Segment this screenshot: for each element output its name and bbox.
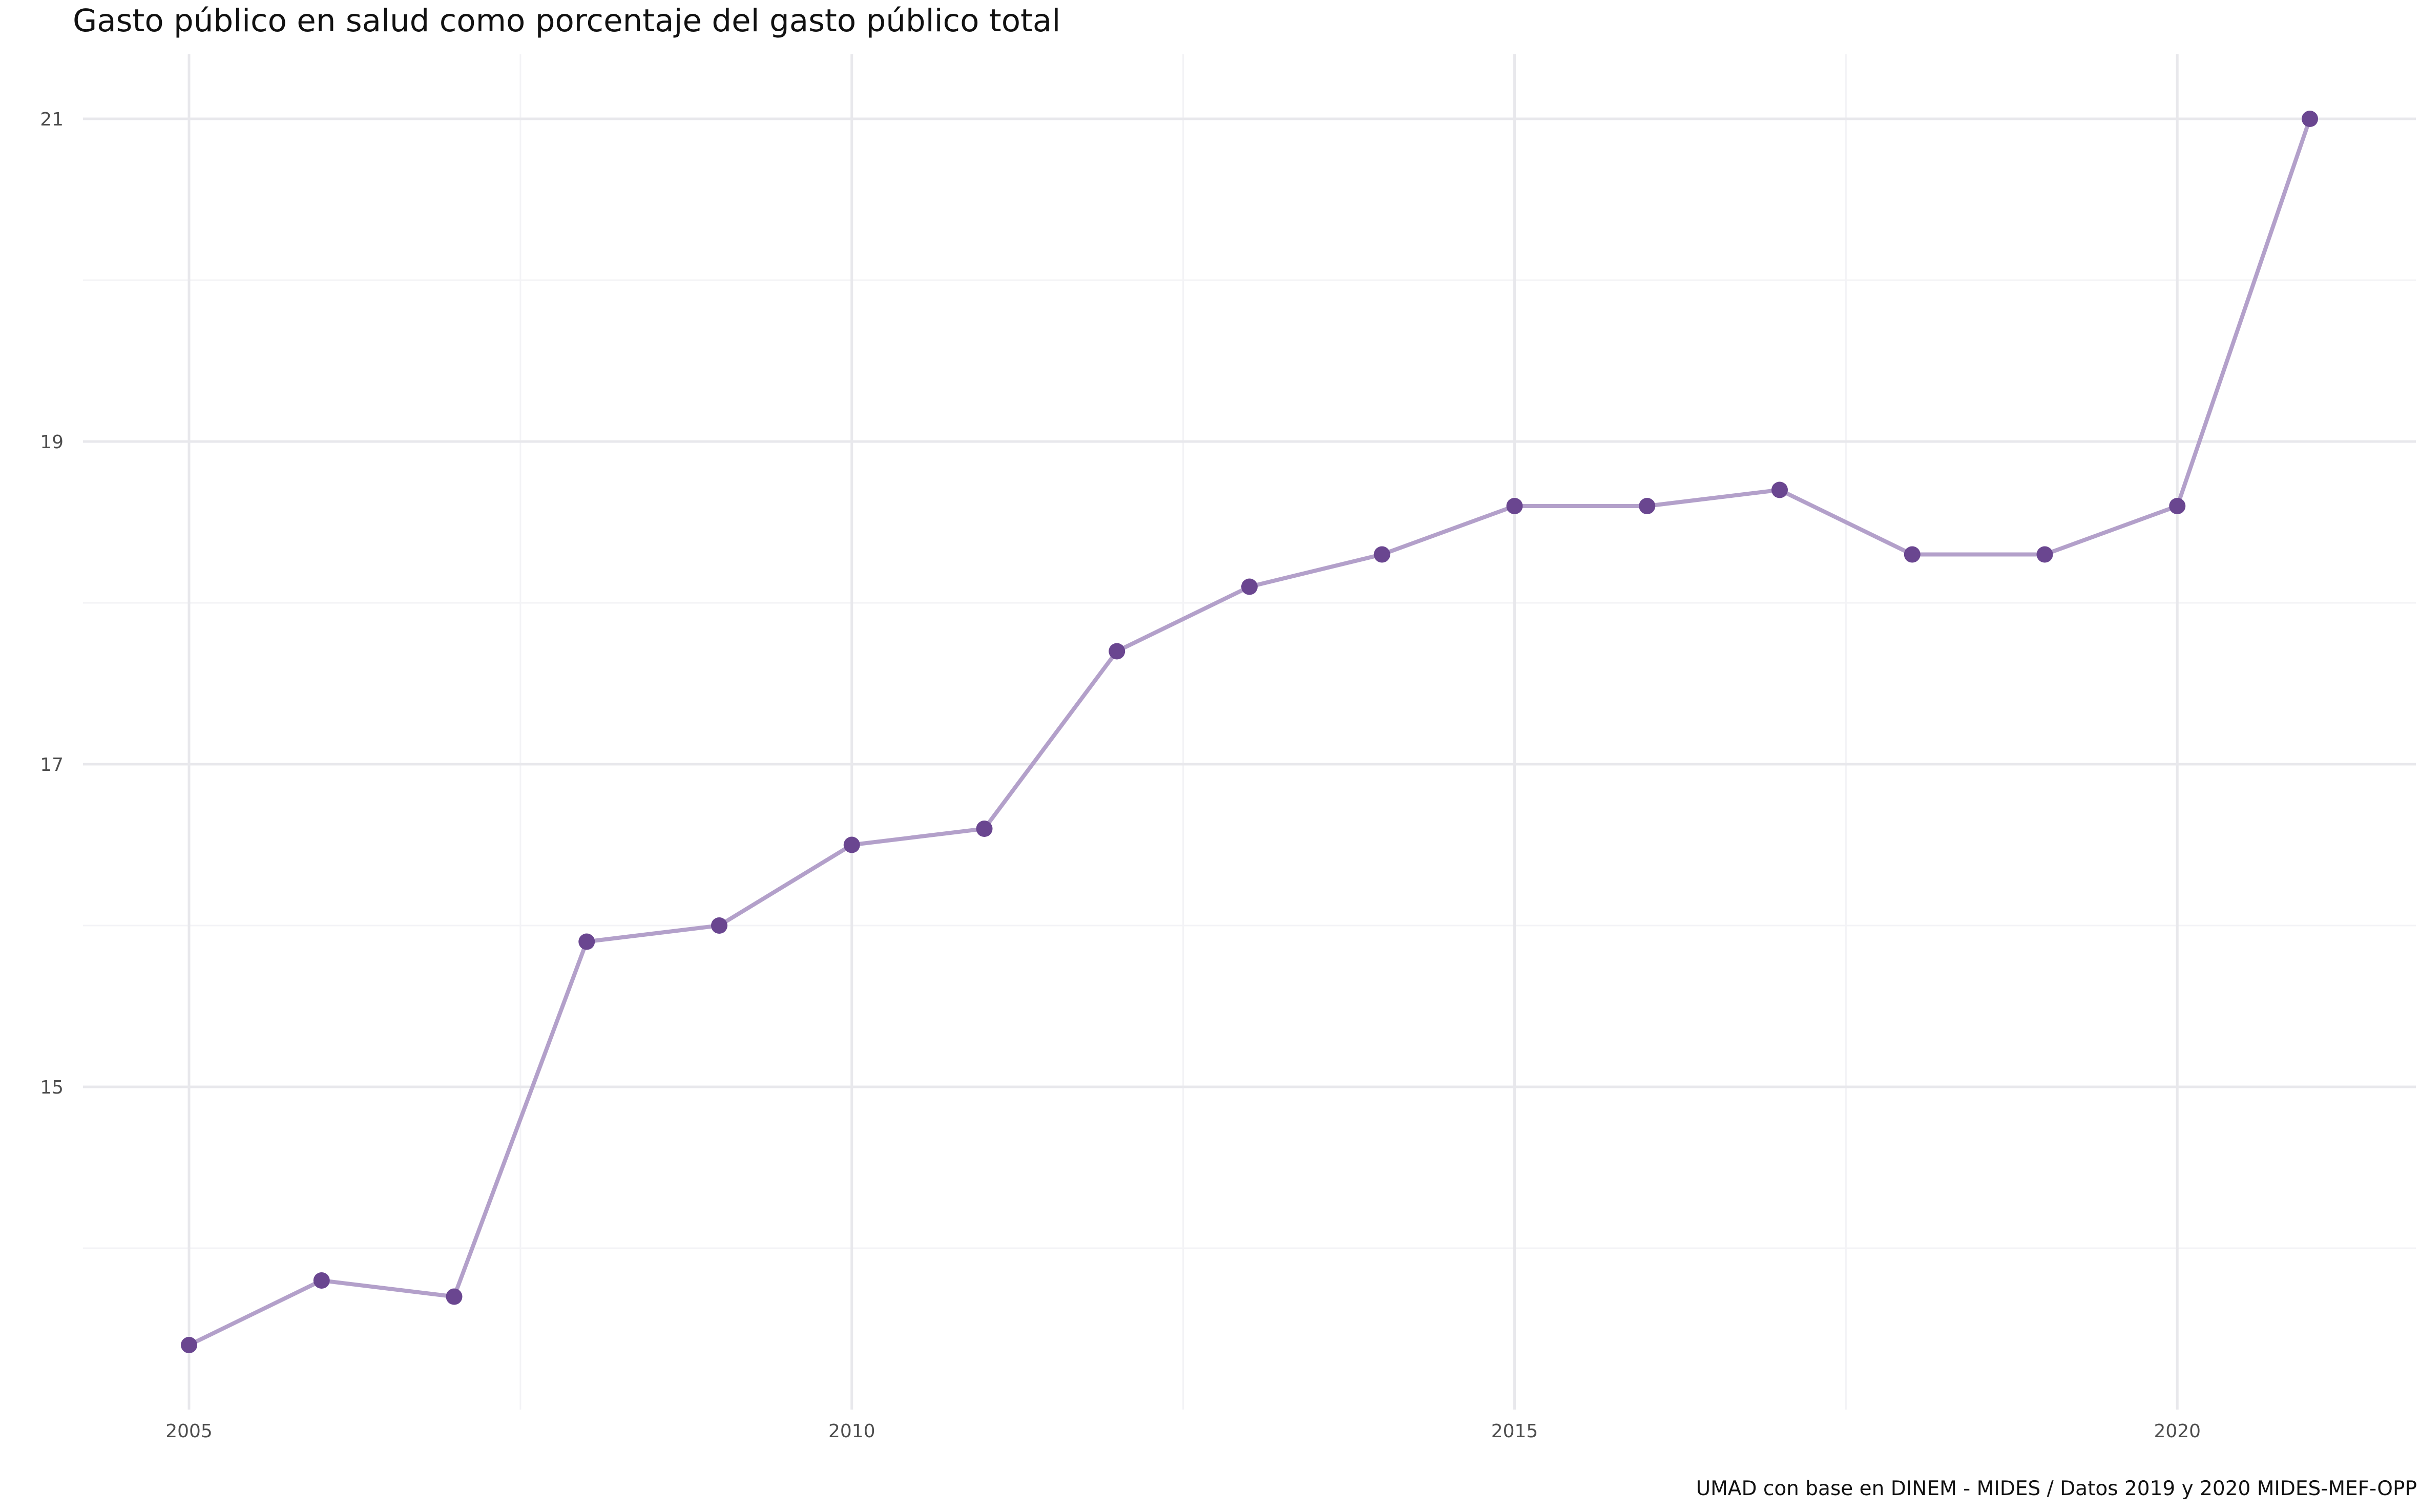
y-tick-label: 19 bbox=[40, 432, 64, 453]
data-point bbox=[2169, 498, 2186, 514]
x-tick-label: 2010 bbox=[828, 1421, 875, 1442]
chart-title: Gasto público en salud como porcentaje d… bbox=[73, 3, 1061, 39]
data-point bbox=[1241, 578, 1258, 595]
chart-caption: UMAD con base en DINEM - MIDES / Datos 2… bbox=[1696, 1477, 2417, 1500]
x-axis: 2005 2010 2015 2020 bbox=[165, 1421, 2201, 1442]
data-point bbox=[843, 836, 860, 853]
data-point bbox=[1506, 498, 1523, 514]
x-tick-label: 2005 bbox=[165, 1421, 213, 1442]
data-point bbox=[2036, 546, 2053, 563]
data-point bbox=[976, 821, 993, 837]
data-point bbox=[1373, 546, 1390, 563]
data-point bbox=[2302, 111, 2318, 127]
data-point bbox=[1639, 498, 1656, 514]
x-tick-label: 2020 bbox=[2154, 1421, 2201, 1442]
data-point bbox=[1771, 481, 1788, 498]
data-point bbox=[446, 1288, 463, 1305]
y-tick-label: 15 bbox=[40, 1077, 64, 1098]
data-series bbox=[181, 111, 2318, 1353]
y-tick-label: 17 bbox=[40, 754, 64, 775]
data-point bbox=[1109, 643, 1125, 660]
data-point bbox=[313, 1272, 330, 1289]
minor-gridlines bbox=[83, 54, 2416, 1410]
data-point bbox=[578, 933, 595, 950]
y-tick-label: 21 bbox=[40, 109, 64, 130]
major-gridlines bbox=[83, 54, 2416, 1410]
data-point bbox=[181, 1337, 197, 1353]
series-line bbox=[187, 117, 2312, 1347]
x-tick-label: 2015 bbox=[1491, 1421, 1538, 1442]
data-point bbox=[1904, 546, 1921, 563]
data-point bbox=[711, 917, 727, 934]
y-axis: 15 17 19 21 bbox=[40, 109, 64, 1098]
